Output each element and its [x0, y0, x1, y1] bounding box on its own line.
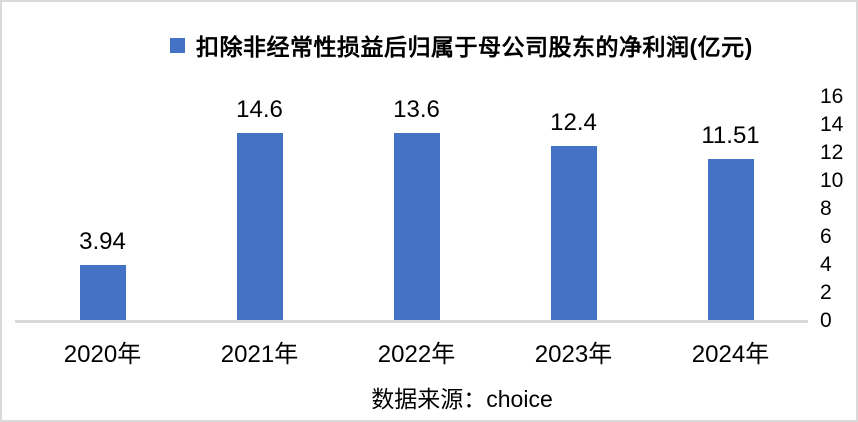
bar-value-label: 12.4 [550, 109, 597, 137]
x-tick-label: 2021年 [220, 341, 299, 368]
x-tick-label: 2020年 [63, 341, 142, 368]
x-tick-label: 2024年 [691, 341, 770, 368]
x-axis-line [15, 320, 808, 323]
bar-column: 12.4 [495, 96, 652, 320]
bar-value-label: 3.94 [79, 227, 126, 255]
bar-column: 3.94 [24, 96, 181, 320]
bar-column: 11.51 [652, 96, 809, 320]
y-tick-label: 2 [820, 281, 832, 304]
y-tick-label: 6 [820, 225, 832, 248]
y-tick-label: 10 [820, 169, 844, 192]
y-tick-label: 4 [820, 253, 832, 276]
bar-column: 13.6 [338, 96, 495, 320]
y-tick-label: 12 [820, 141, 844, 164]
bar [79, 264, 126, 320]
bar [550, 146, 597, 320]
bar [707, 158, 754, 320]
y-tick-label: 8 [820, 197, 832, 220]
x-tick-label: 2022年 [377, 341, 456, 368]
bar [393, 133, 440, 320]
y-tick-label: 0 [820, 309, 832, 332]
chart-legend: 扣除非经常性损益后归属于母公司股东的净利润(亿元) [170, 28, 753, 62]
bar [236, 133, 283, 320]
x-tick-label: 2023年 [534, 341, 613, 368]
bar-value-label: 11.51 [701, 121, 760, 149]
bars-container: 3.94 14.6 13.6 12.4 11.51 [24, 96, 809, 320]
y-tick-label: 16 [820, 85, 844, 108]
bar-column: 14.6 [181, 96, 338, 320]
legend-marker-icon [170, 37, 185, 53]
y-tick-label: 14 [820, 113, 844, 136]
x-axis-labels: 2020年 2021年 2022年 2023年 2024年 [24, 334, 809, 369]
source-caption: 数据来源：choice [371, 386, 553, 412]
y-axis-labels: 0 2 4 6 8 10 12 14 16 [820, 2, 856, 420]
bar-value-label: 13.6 [393, 96, 440, 123]
legend-label: 扣除非经常性损益后归属于母公司股东的净利润(亿元) [196, 34, 753, 60]
bar-value-label: 14.6 [236, 96, 283, 123]
